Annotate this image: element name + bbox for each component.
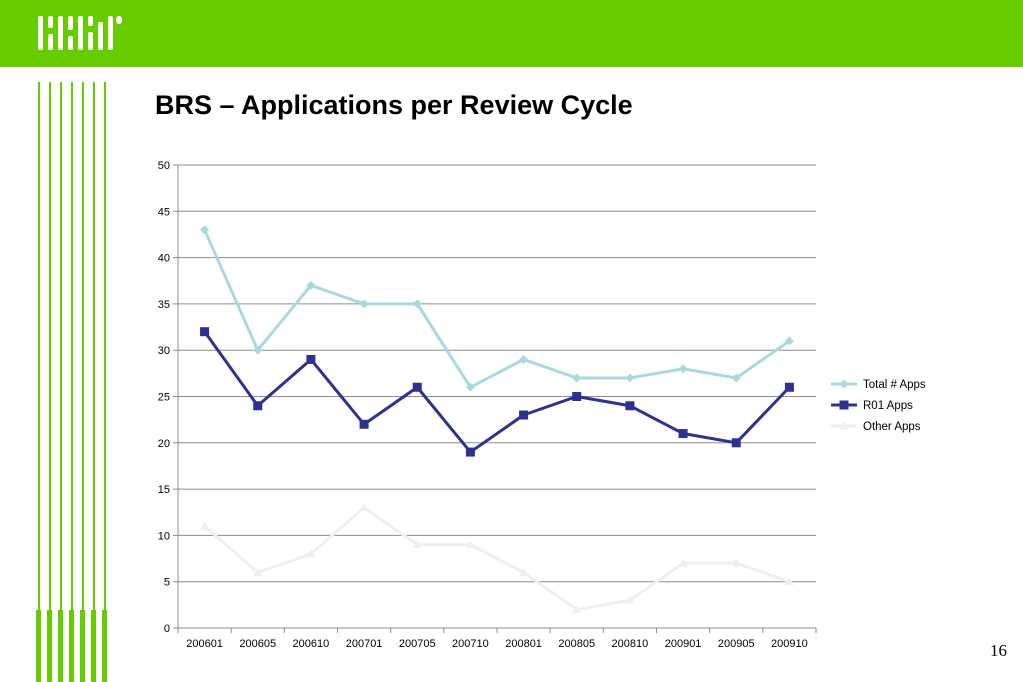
data-point — [731, 373, 741, 383]
data-point — [519, 410, 529, 420]
header-banner — [0, 0, 1023, 67]
series-r01-apps — [200, 327, 794, 457]
page-number: 16 — [990, 641, 1007, 660]
data-point — [200, 521, 210, 530]
data-point — [253, 401, 263, 411]
y-tick-label: 5 — [164, 577, 170, 589]
data-point — [359, 503, 369, 512]
data-point — [731, 558, 741, 567]
data-point — [572, 373, 582, 383]
x-tick-label: 200610 — [293, 638, 330, 650]
data-point — [200, 327, 210, 337]
y-tick-label: 10 — [158, 530, 170, 542]
logo-icon — [38, 16, 122, 50]
y-tick-label: 25 — [158, 392, 170, 404]
data-point — [678, 364, 688, 374]
data-point — [412, 299, 422, 309]
y-tick-label: 0 — [164, 623, 170, 635]
y-tick-label: 30 — [158, 345, 170, 357]
legend-marker — [839, 400, 849, 410]
x-tick-label: 200901 — [665, 638, 702, 650]
data-point — [784, 382, 794, 392]
y-tick-label: 15 — [158, 484, 170, 496]
data-point — [572, 392, 582, 401]
slide-title: BRS – Applications per Review Cycle — [155, 90, 633, 120]
data-point — [253, 345, 263, 355]
line-chart: 0 5 10 15 20 25 30 35 40 45 50 200601 200605 200610 20… — [158, 160, 926, 650]
series-line — [203, 506, 790, 611]
data-point — [625, 595, 635, 604]
legend-marker — [839, 421, 849, 430]
data-point — [731, 438, 741, 448]
data-point — [306, 549, 316, 558]
data-point — [465, 382, 475, 392]
y-tick-label: 20 — [158, 438, 170, 450]
legend-marker — [839, 379, 849, 389]
data-point — [306, 280, 316, 290]
x-tick-label: 200605 — [239, 638, 276, 650]
x-tick-label: 200805 — [558, 638, 595, 650]
series-line — [203, 330, 791, 454]
data-point — [519, 567, 529, 576]
data-point — [784, 336, 794, 346]
data-point — [306, 354, 316, 364]
data-point — [412, 382, 422, 392]
data-point — [465, 447, 475, 457]
legend-label: R01 Apps — [863, 400, 913, 412]
y-tick-label: 50 — [158, 160, 170, 172]
series-other-apps — [200, 503, 794, 613]
x-tick-label: 200910 — [771, 638, 808, 650]
data-point — [625, 373, 635, 383]
x-tick-label: 200801 — [505, 638, 542, 650]
decorative-stripes — [36, 82, 107, 682]
legend-label: Total # Apps — [863, 379, 926, 391]
series-total-apps — [200, 225, 794, 392]
x-tick-label: 200710 — [452, 638, 489, 650]
data-point — [678, 429, 688, 439]
legend-label: Other Apps — [863, 421, 921, 433]
x-tick-label: 200905 — [718, 638, 755, 650]
data-point — [572, 604, 582, 613]
data-point — [359, 299, 369, 309]
y-tick-label: 40 — [158, 253, 170, 265]
data-point — [359, 419, 369, 429]
data-point — [253, 567, 263, 576]
x-tick-label: 200705 — [399, 638, 436, 650]
data-point — [519, 354, 529, 364]
y-tick-label: 45 — [158, 206, 170, 218]
data-point — [625, 401, 635, 411]
y-tick-label: 35 — [158, 299, 170, 311]
x-tick-label: 200601 — [186, 638, 223, 650]
x-tick-label: 200701 — [346, 638, 383, 650]
data-point — [784, 577, 794, 586]
data-point — [678, 558, 688, 567]
data-point — [465, 540, 475, 549]
data-point — [412, 540, 422, 549]
data-point — [200, 225, 210, 235]
series-line — [203, 229, 791, 389]
x-tick-label: 200810 — [612, 638, 649, 650]
